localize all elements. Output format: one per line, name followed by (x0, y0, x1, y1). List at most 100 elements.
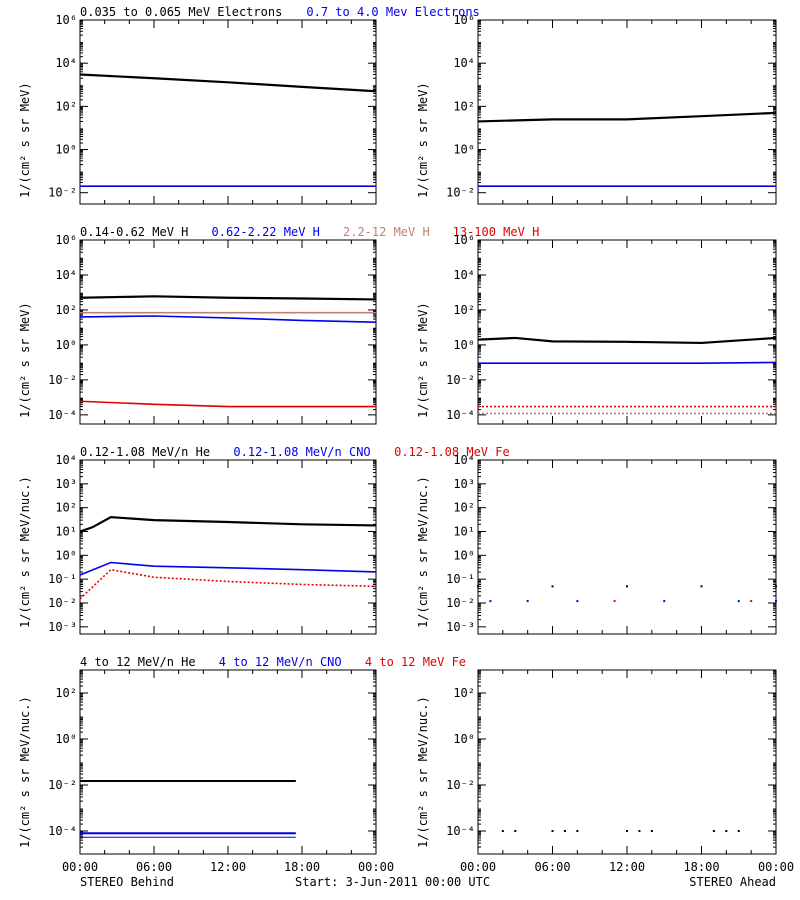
plot-frame (79, 239, 377, 425)
y-tick-label: 10² (55, 99, 77, 113)
y-tick-label: 10⁻² (48, 373, 77, 387)
data-point (737, 600, 740, 603)
data-point (775, 600, 777, 603)
y-tick-label: 10¹ (453, 524, 475, 538)
y-tick-label: 10⁻² (48, 186, 77, 200)
y-tick-label: 10² (55, 686, 77, 700)
y-axis-label: 1/(cm² s sr MeV) (416, 82, 430, 198)
y-axis-label: 1/(cm² s sr MeV) (18, 82, 32, 198)
data-point (551, 830, 554, 832)
plot-frame (79, 19, 377, 205)
y-tick-label: 10⁰ (55, 732, 77, 746)
y-tick-label: 10⁻¹ (446, 572, 475, 586)
y-tick-label: 10² (453, 99, 475, 113)
y-tick-label: 10⁰ (453, 143, 475, 157)
series-trace (477, 111, 777, 123)
legend-entry: 4 to 12 MeV/n CNO (219, 655, 342, 669)
y-tick-label: 10⁶ (453, 233, 475, 247)
legend-entry: 13-100 MeV H (453, 225, 540, 239)
legend-entry: 0.12-1.08 MeV Fe (394, 445, 510, 459)
y-tick-label: 10⁻³ (48, 620, 77, 634)
y-tick-label: 10⁻³ (446, 620, 475, 634)
y-tick-label: 10⁻² (48, 596, 77, 610)
y-tick-label: 10⁶ (453, 13, 475, 27)
legend-entry: 0.035 to 0.065 MeV Electrons (80, 5, 282, 19)
data-point (663, 600, 666, 603)
y-tick-label: 10¹ (55, 524, 77, 538)
y-tick-label: 10⁻⁴ (446, 408, 475, 422)
y-axis-label: 1/(cm² s sr MeV/nuc.) (416, 696, 430, 848)
y-axis-label: 1/(cm² s sr MeV/nuc.) (18, 476, 32, 628)
footer-left: STEREO Behind (80, 875, 174, 889)
series-trace (477, 336, 777, 345)
footer-right: STEREO Ahead (689, 875, 776, 889)
data-point (626, 585, 628, 588)
y-tick-label: 10² (453, 686, 475, 700)
y-tick-label: 10⁰ (453, 732, 475, 746)
y-tick-label: 10⁰ (453, 548, 475, 562)
data-point (712, 830, 715, 832)
y-axis-label: 1/(cm² s sr MeV/nuc.) (416, 476, 430, 628)
y-tick-label: 10⁴ (55, 268, 77, 282)
series-trace (79, 400, 376, 408)
plot-frame (79, 669, 377, 855)
plot-frame (477, 19, 777, 205)
x-tick-label: 00:00 (358, 860, 394, 874)
data-point (737, 830, 740, 832)
series-trace (79, 561, 377, 576)
data-point (638, 830, 641, 832)
plot-frame (477, 459, 777, 635)
y-tick-label: 10⁴ (453, 453, 475, 467)
y-tick-label: 10⁻² (446, 778, 475, 792)
y-tick-label: 10⁻² (48, 778, 77, 792)
y-tick-label: 10⁻⁴ (48, 408, 77, 422)
series-trace (79, 568, 377, 600)
data-point (514, 830, 517, 832)
data-point (650, 830, 653, 832)
legend-entry: 0.14-0.62 MeV H (80, 225, 188, 239)
x-tick-label: 18:00 (683, 860, 719, 874)
y-tick-label: 10⁴ (55, 56, 77, 70)
y-tick-label: 10⁻² (446, 186, 475, 200)
y-tick-label: 10² (453, 501, 475, 515)
y-tick-label: 10³ (55, 477, 77, 491)
footer-center: Start: 3-Jun-2011 00:00 UTC (295, 875, 490, 889)
legend-entry: 4 to 12 MeV/n He (80, 655, 196, 669)
x-tick-label: 00:00 (62, 860, 98, 874)
x-tick-label: 00:00 (460, 860, 496, 874)
x-tick-label: 18:00 (284, 860, 320, 874)
legend-entry: 0.12-1.08 MeV/n He (80, 445, 210, 459)
data-point (750, 600, 753, 603)
legend-entry: 0.62-2.22 MeV H (212, 225, 320, 239)
y-axis-label: 1/(cm² s sr MeV) (18, 302, 32, 418)
data-point (725, 830, 728, 832)
data-point (489, 600, 492, 603)
data-point (613, 600, 616, 603)
x-tick-label: 06:00 (534, 860, 570, 874)
y-axis-label: 1/(cm² s sr MeV) (416, 302, 430, 418)
data-point (501, 830, 504, 832)
data-point (526, 600, 529, 603)
data-point (563, 830, 566, 832)
data-point (700, 585, 703, 588)
series-trace (79, 73, 377, 93)
y-tick-label: 10⁴ (55, 453, 77, 467)
y-tick-label: 10⁻² (446, 596, 475, 610)
data-point (775, 585, 777, 588)
legend-entry: 0.12-1.08 MeV/n CNO (233, 445, 370, 459)
plot-frame (477, 239, 777, 425)
legend-entry: 4 to 12 MeV Fe (365, 655, 466, 669)
x-tick-label: 12:00 (609, 860, 645, 874)
series-trace (79, 516, 377, 533)
y-tick-label: 10³ (453, 477, 475, 491)
series-trace (79, 315, 377, 323)
y-axis-label: 1/(cm² s sr MeV/nuc.) (18, 696, 32, 848)
legend-entry: 2.2-12 MeV H (343, 225, 430, 239)
x-tick-label: 12:00 (210, 860, 246, 874)
y-tick-label: 10⁰ (55, 548, 77, 562)
data-point (477, 585, 479, 588)
series-trace (79, 295, 377, 301)
plot-frame (477, 669, 777, 855)
x-tick-label: 00:00 (758, 860, 794, 874)
